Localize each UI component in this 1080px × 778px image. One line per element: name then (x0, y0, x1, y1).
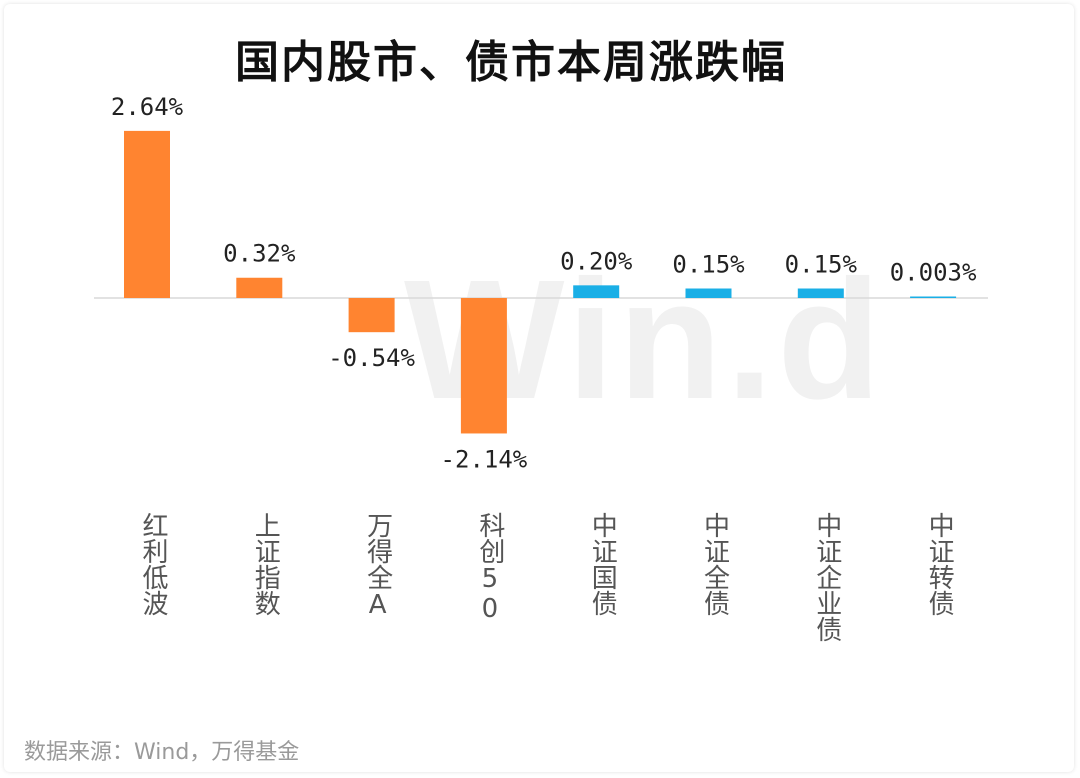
bar-2 (236, 277, 283, 298)
data-label-3: -0.54% (328, 344, 415, 372)
category-label-3: 万得全A (362, 512, 393, 620)
data-label-4: -2.14% (441, 445, 528, 473)
data-label-8: 0.003% (890, 259, 977, 287)
category-label-2: 上证指数 (250, 512, 281, 616)
data-source: 数据来源：Wind，万得基金 (24, 740, 300, 765)
bar-5 (573, 285, 620, 298)
bar-8 (910, 296, 957, 298)
category-label-8: 中证转债 (924, 512, 955, 616)
data-label-1: 2.64% (111, 93, 184, 121)
category-label-6: 中证全债 (699, 512, 730, 616)
bar-6 (685, 288, 732, 298)
data-label-6: 0.15% (672, 251, 745, 279)
bar-7 (797, 288, 844, 298)
chart-card: Win.d 国内股市、债市本周涨跌幅 2.64% 0.32% -0.54% -2.14… (4, 4, 1074, 772)
category-label-5: 中证国债 (587, 512, 618, 616)
bar-1 (124, 130, 170, 298)
bar-4 (460, 298, 507, 434)
category-label-1: 红利低波 (138, 512, 168, 616)
bar-chart: 2.64% 0.32% -0.54% -2.14% 0.20% 0.15% 0.15% 0.0… (94, 93, 988, 473)
data-label-7: 0.15% (785, 251, 858, 279)
category-label-7: 中证企业债 (811, 512, 842, 642)
category-label-4: 科创50 (474, 512, 505, 624)
bar-3 (348, 298, 395, 333)
data-label-2: 0.32% (223, 240, 296, 268)
data-label-5: 0.20% (560, 247, 633, 275)
chart-title: 国内股市、债市本周涨跌幅 (235, 37, 787, 88)
